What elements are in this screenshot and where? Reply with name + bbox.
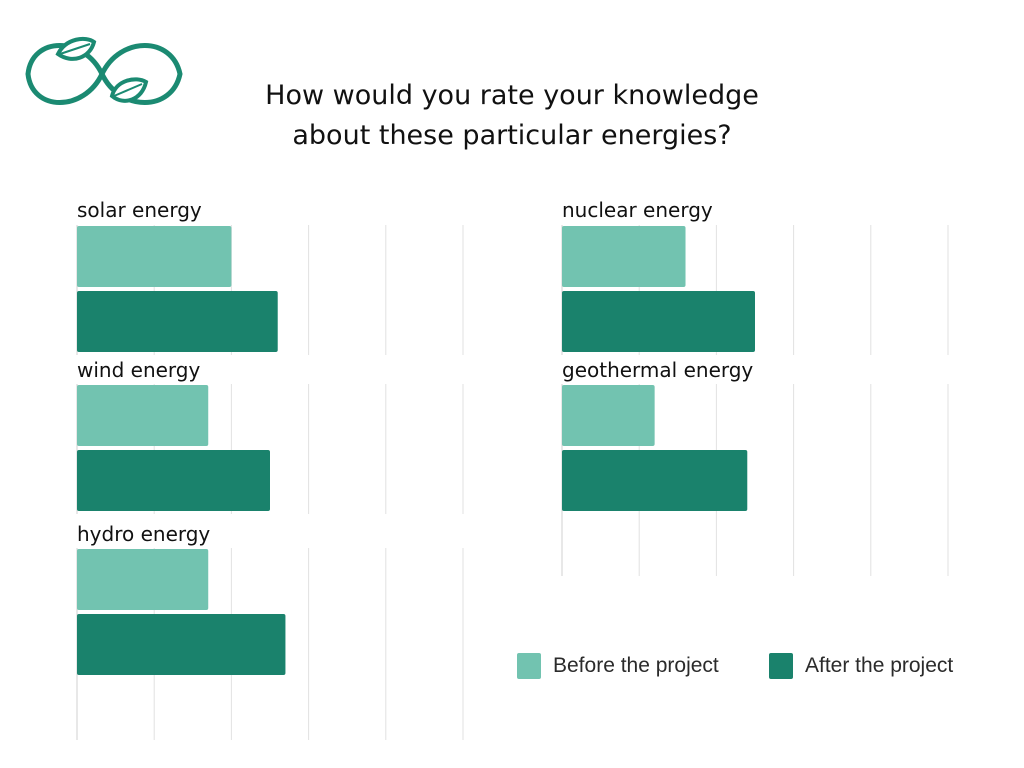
legend-before: Before the project [517, 652, 719, 680]
bar-nuclear-energy-after [562, 291, 755, 352]
nextgen-energy-logo [25, 36, 183, 105]
legend-after: After the project [769, 652, 953, 680]
bar-solar-energy-after [77, 291, 278, 352]
legend-before-swatch [517, 653, 541, 679]
bar-nuclear-energy-before [562, 226, 686, 287]
nuclear-energy-label: nuclear energy [562, 198, 713, 222]
bar-hydro-energy-after [77, 614, 286, 675]
title-line-2: about these particular energies? [292, 120, 732, 151]
solar-energy-label: solar energy [77, 198, 202, 222]
bar-hydro-energy-before [77, 549, 209, 610]
legend-before-label: Before the project [553, 654, 719, 677]
title-line-1: How would you rate your knowledge [265, 80, 759, 111]
bar-geothermal-energy-before [562, 385, 655, 446]
geothermal-energy-label: geothermal energy [562, 358, 754, 382]
wind-energy-label: wind energy [77, 358, 201, 382]
bar-geothermal-energy-after [562, 450, 748, 511]
legend-after-swatch [769, 653, 793, 679]
legend-after-label: After the project [805, 654, 954, 677]
bar-wind-energy-before [77, 385, 209, 446]
chart-title: How would you rate your knowledge about … [212, 76, 812, 156]
bar-solar-energy-before [77, 226, 232, 287]
hydro-energy-label: hydro energy [77, 522, 211, 546]
bar-wind-energy-after [77, 450, 270, 511]
